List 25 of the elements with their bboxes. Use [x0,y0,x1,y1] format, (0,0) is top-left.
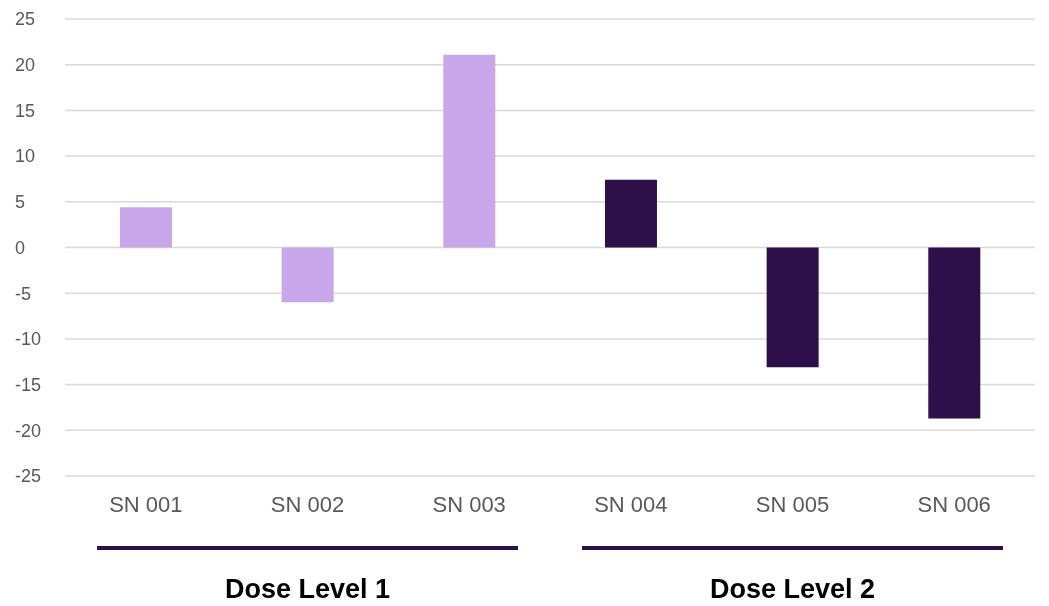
text: Dose Level 1 [223,574,392,605]
x-tick-label: SN 001 [109,491,183,517]
bar [281,247,334,303]
y-tick-label: -5 [15,283,32,304]
x-tick-label: SN 006 [917,491,991,517]
bar [604,179,657,248]
y-tick-label: -15 [15,374,42,395]
bar [766,247,819,368]
text: Dose Level 2 [708,574,877,605]
y-tick-label: 10 [15,146,36,167]
y-tick-label: 25 [15,9,36,30]
y-tick-label: -25 [15,466,42,487]
y-tick-label: 5 [15,192,26,213]
x-tick-label: SN 005 [755,491,830,517]
y-tick-label: -10 [15,329,42,350]
y-tick-label: 20 [15,55,36,76]
x-tick-label: SN 002 [270,491,345,517]
bar [928,247,981,419]
x-tick-label: SN 003 [432,491,506,517]
y-tick-label: 15 [15,100,36,121]
bar [119,207,172,248]
x-tick-label: SN 004 [594,491,668,517]
y-tick-label: 0 [15,237,26,258]
bar [443,54,496,248]
y-tick-label: -20 [15,420,42,441]
